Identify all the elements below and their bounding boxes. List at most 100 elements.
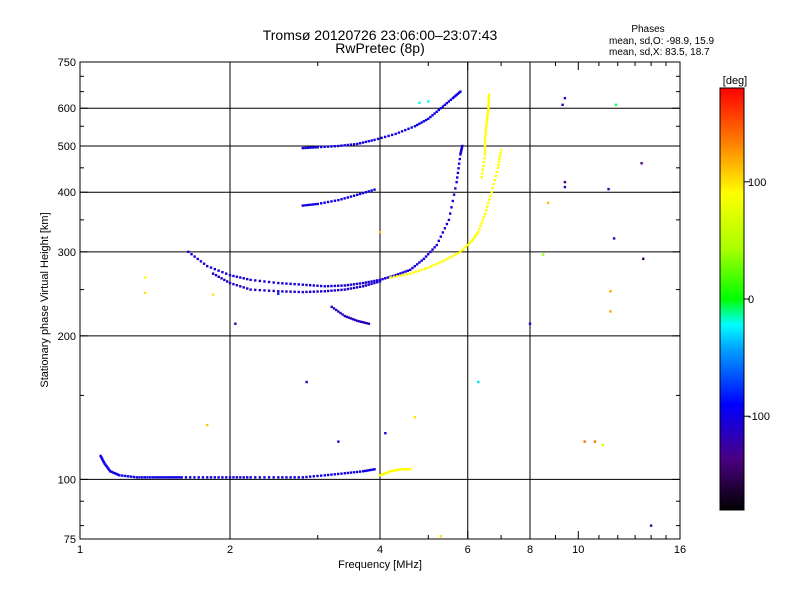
data-point [486,205,489,208]
data-point [461,144,464,148]
data-point [433,246,436,249]
data-point [333,289,337,292]
data-point [361,141,365,144]
data-point [346,283,350,287]
data-point [337,198,340,202]
data-point [470,240,473,243]
data-point [409,272,412,275]
data-point [402,468,406,471]
data-point [369,468,372,472]
data-point [482,215,486,219]
data-point [601,443,605,447]
data-point [184,476,188,479]
data-point [375,281,379,284]
data-point [370,139,373,142]
data-point [402,273,405,277]
data-point [367,280,370,284]
data-point [304,146,307,150]
data-point [471,238,474,242]
chart-title: Tromsø 20120726 23:06:00–23:07:43 [263,27,498,43]
data-point [391,469,394,473]
data-point [429,265,433,268]
phase-stats-o: mean, sd,O: -98.9, 15.9 [609,36,714,47]
data-point [473,235,477,239]
data-point [459,90,462,93]
data-point [481,168,485,171]
colorbar-label: [deg] [723,75,747,87]
data-point [459,151,462,155]
data-point [427,117,430,121]
data-point [101,458,104,461]
data-point [487,95,491,99]
data-point [193,255,196,258]
data-point [404,128,407,132]
data-point [447,218,451,222]
data-point [306,203,309,207]
data-point [493,178,497,182]
data-point [211,293,215,296]
chart-subtitle: RwPretec (8p) [335,40,424,56]
data-point [352,194,356,197]
data-point [373,138,376,142]
data-point [386,276,390,279]
data-point [407,468,410,471]
data-point [355,319,359,323]
data-point [232,274,235,278]
data-point [323,474,327,477]
data-point [427,100,430,103]
data-point [352,143,356,146]
data-point [107,467,110,470]
data-point [361,285,365,288]
data-point [214,274,218,277]
data-point [480,176,483,179]
data-point [380,136,383,140]
data-point [482,160,486,164]
data-point [380,473,383,476]
data-point [462,247,466,250]
data-point [245,476,249,479]
data-point [349,471,353,474]
data-point [413,125,417,128]
data-point [484,131,487,134]
data-point [239,276,242,279]
data-point [479,224,482,228]
data-point [213,476,216,479]
data-point [487,107,490,110]
data-point [400,130,404,133]
data-point [483,144,487,148]
data-point [232,476,235,479]
data-point [456,176,459,179]
data-point [353,318,357,322]
data-point [609,310,612,313]
data-point [316,202,319,206]
data-point [484,126,488,129]
data-point [443,103,447,107]
data-point [205,423,209,427]
x-tick-label: 6 [465,544,471,556]
data-point [452,95,456,99]
data-point [343,472,347,475]
data-point [427,266,430,269]
data-point [115,472,118,476]
data-point [487,104,490,108]
data-point [456,92,460,96]
data-point [189,476,192,479]
data-point [301,283,305,286]
data-point [103,462,106,465]
data-point [387,134,390,138]
data-point [281,282,284,285]
data-point [193,476,196,479]
data-point [124,474,127,478]
data-point [378,474,382,477]
data-point [413,264,417,268]
data-point [102,461,106,464]
data-point [223,278,226,282]
data-point [267,289,271,292]
data-point [263,476,266,479]
data-point [100,455,103,459]
data-point [109,470,112,473]
data-point [242,286,245,289]
data-point [405,468,409,471]
data-point [326,284,330,288]
